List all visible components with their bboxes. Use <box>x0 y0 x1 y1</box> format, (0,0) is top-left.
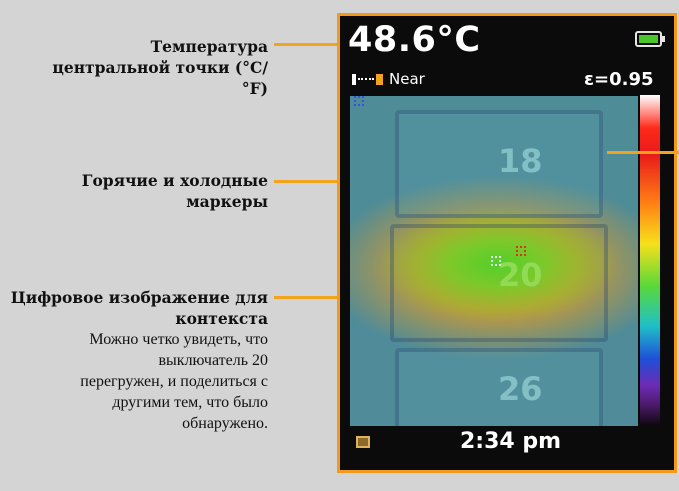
center-temperature: 48.6°C <box>348 20 481 60</box>
focus-mode-label: Near <box>389 70 425 88</box>
focus-range-dots <box>358 78 374 80</box>
gallery-icon[interactable] <box>356 436 370 448</box>
breaker-label-26: 26 <box>498 370 543 408</box>
cold-marker <box>491 256 501 266</box>
annotation-context-title: Цифровое изображение для контекста <box>10 288 268 328</box>
annotation-context: Цифровое изображение для контекста Можно… <box>3 287 268 434</box>
hot-marker <box>516 246 526 256</box>
annotation-markers: Горячие и холодные маркеры <box>58 170 268 212</box>
focus-position-flag <box>376 73 383 85</box>
focus-icon <box>352 73 356 85</box>
emissivity-value: ε=0.95 <box>584 69 654 90</box>
thermal-image[interactable]: 18 20 26 <box>350 96 638 426</box>
top-left-marker <box>354 96 364 106</box>
leader-line-scale <box>607 151 679 154</box>
annotation-context-desc: Можно четко увидеть, что выключатель 20 … <box>80 331 268 432</box>
leader-line-context <box>274 296 384 299</box>
breaker-top <box>395 110 603 218</box>
annotation-center-temp: Температура центральной точки (°C/°F) <box>38 36 268 99</box>
annotation-markers-title: Горячие и холодные маркеры <box>81 171 268 211</box>
status-bar: 2:34 pm <box>340 418 674 470</box>
breaker-label-20: 20 <box>498 256 543 294</box>
breaker-label-18: 18 <box>498 142 543 180</box>
clock-time: 2:34 pm <box>460 429 562 454</box>
focus-indicator: Near <box>352 70 425 88</box>
breaker-bottom <box>395 348 603 426</box>
annotation-center-temp-title: Температура центральной точки (°C/°F) <box>52 37 268 98</box>
leader-line-center-temp <box>274 43 348 46</box>
camera-screen: 48.6°C Near ε=0.95 18 20 26 2:34 pm <box>340 16 674 470</box>
battery-level-fill <box>639 35 658 43</box>
color-palette-scale <box>640 95 660 425</box>
battery-icon <box>635 31 665 47</box>
breaker-middle <box>390 224 608 342</box>
thermal-camera-device: 48.6°C Near ε=0.95 18 20 26 2:34 pm <box>337 13 677 473</box>
